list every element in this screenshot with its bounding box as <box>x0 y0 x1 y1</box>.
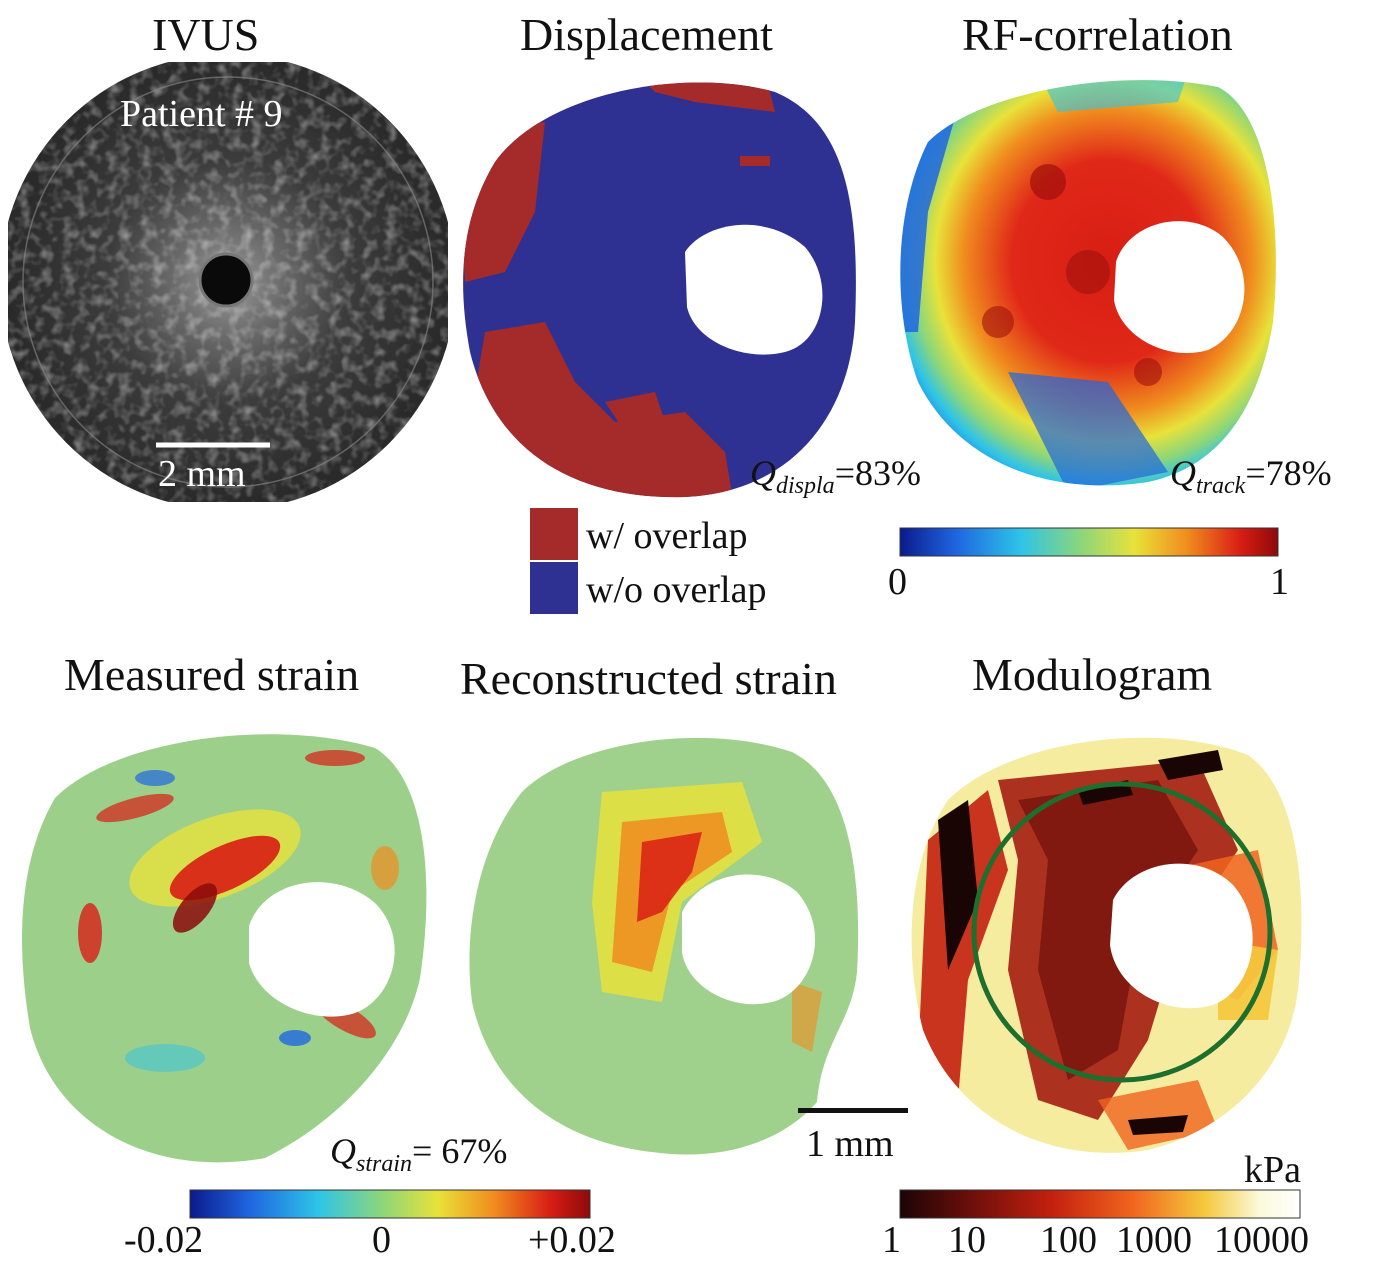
reconstructed-scalebar-label: 1 mm <box>806 1123 894 1165</box>
displacement-quality: Qdispla=83% <box>750 452 921 500</box>
modulogram-colorbar <box>899 1189 1301 1219</box>
mod-tick-1000: 1000 <box>1116 1219 1192 1261</box>
q-value: = 67% <box>412 1131 508 1171</box>
modulogram-unit: kPa <box>1244 1149 1301 1191</box>
rf-correlation-map <box>900 80 1276 486</box>
q-sub: displa <box>776 473 835 499</box>
legend-label-no-overlap: w/o overlap <box>586 569 767 611</box>
reconstructed-strain-map <box>469 737 859 1155</box>
ivus-scalebar-label: 2 mm <box>158 453 246 495</box>
legend-swatch-no-overlap <box>530 562 578 614</box>
q-symbol: Q <box>330 1131 356 1171</box>
ivus-title: IVUS <box>152 9 260 60</box>
legend-swatch-overlap <box>530 508 578 560</box>
q-value: =78% <box>1245 453 1332 493</box>
q-value: =83% <box>834 453 921 493</box>
reconstructed-strain-title: Reconstructed strain <box>460 653 837 704</box>
legend-label-overlap: w/ overlap <box>586 515 748 557</box>
strain-colorbar-min: -0.02 <box>124 1219 204 1261</box>
ivus-image <box>8 62 448 502</box>
measured-strain-map <box>22 734 427 1163</box>
mod-tick-10000: 10000 <box>1214 1219 1309 1261</box>
measured-strain-title: Measured strain <box>64 649 360 700</box>
mod-tick-10: 10 <box>948 1219 986 1261</box>
rf-quality: Qtrack=78% <box>1170 452 1332 500</box>
q-sub: strain <box>356 1151 413 1177</box>
q-symbol: Q <box>1170 453 1196 493</box>
rf-colorbar-min: 0 <box>888 561 907 603</box>
displacement-title: Displacement <box>520 9 773 60</box>
reconstructed-scalebar <box>798 1108 908 1113</box>
modulogram-title: Modulogram <box>972 649 1213 700</box>
rf-colorbar-max: 1 <box>1270 561 1289 603</box>
rf-correlation-title: RF-correlation <box>962 9 1233 60</box>
mod-tick-1: 1 <box>882 1219 901 1261</box>
strain-colorbar <box>189 1189 591 1219</box>
strain-colorbar-max: +0.02 <box>528 1219 616 1261</box>
q-sub: track <box>1196 473 1246 499</box>
strain-quality: Qstrain= 67% <box>330 1130 507 1178</box>
strain-colorbar-mid: 0 <box>372 1219 391 1261</box>
patient-label: Patient # 9 <box>120 93 283 135</box>
modulogram-circle <box>971 781 1273 1083</box>
modulogram-map <box>911 737 1302 1153</box>
mod-tick-100: 100 <box>1040 1219 1097 1261</box>
displacement-map <box>463 82 856 498</box>
q-symbol: Q <box>750 453 776 493</box>
rf-colorbar <box>899 527 1279 557</box>
